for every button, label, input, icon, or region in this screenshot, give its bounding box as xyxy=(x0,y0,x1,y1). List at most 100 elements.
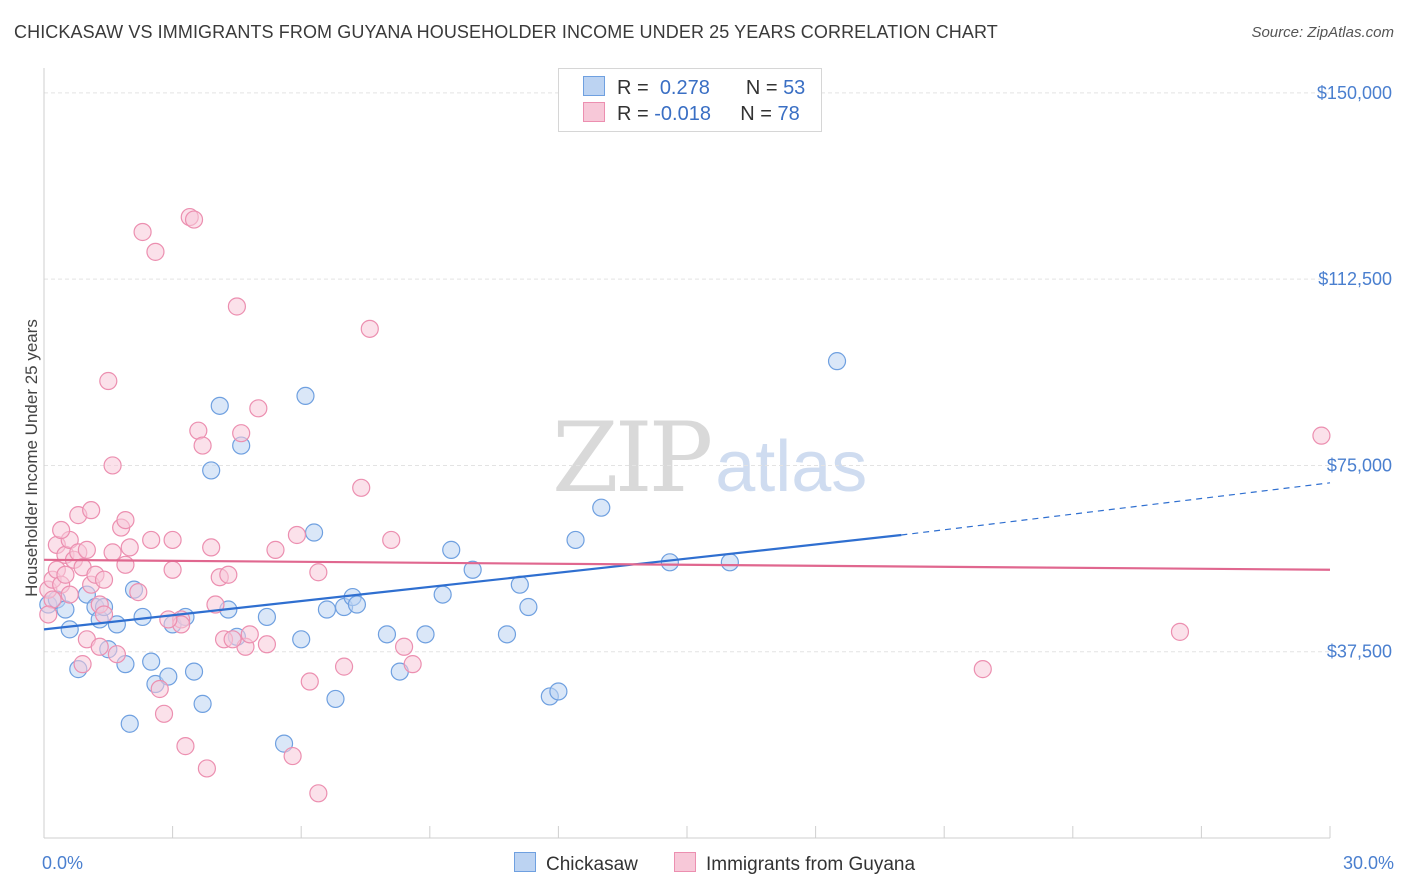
data-point xyxy=(549,682,568,701)
data-point xyxy=(90,637,109,656)
n-label: N = xyxy=(745,77,784,99)
data-point xyxy=(159,667,178,686)
data-point xyxy=(163,530,182,550)
data-point xyxy=(82,501,101,520)
data-point xyxy=(382,530,401,550)
data-point xyxy=(360,319,379,338)
data-point xyxy=(184,210,204,229)
data-point xyxy=(377,625,397,644)
data-point xyxy=(660,553,679,572)
data-point xyxy=(116,510,135,530)
y-tick-label: $150,000 xyxy=(1317,83,1392,103)
data-point xyxy=(73,655,92,674)
data-point xyxy=(394,637,414,656)
data-point xyxy=(227,297,246,316)
trend-line-chickasaw xyxy=(43,533,902,631)
series-guyana xyxy=(39,207,1331,803)
data-point xyxy=(184,662,204,681)
data-point xyxy=(154,704,174,723)
axes xyxy=(43,68,1331,839)
y-axis-label: Householder Income Under 25 years xyxy=(22,319,41,597)
r-label: R = xyxy=(617,77,655,99)
watermark-atlas: atlas xyxy=(715,427,868,507)
watermark-zip: ZIP xyxy=(552,402,713,514)
legend-item-chickasaw[interactable]: Chickasaw xyxy=(514,852,638,876)
data-point xyxy=(249,399,268,418)
trend-lines xyxy=(43,482,1331,631)
guyana-swatch xyxy=(583,102,605,122)
x-tick-label: 0.0% xyxy=(42,853,83,873)
legend-item-guyana[interactable]: Immigrants from Guyana xyxy=(674,852,915,876)
data-point xyxy=(352,478,371,497)
chickasaw-swatch xyxy=(514,852,536,872)
data-point xyxy=(197,759,216,778)
data-point xyxy=(300,672,319,691)
data-point xyxy=(60,585,79,604)
data-point xyxy=(52,520,71,540)
trend-line-chickasaw-extension xyxy=(901,482,1331,536)
data-point xyxy=(304,523,324,542)
data-point xyxy=(403,655,422,674)
data-point xyxy=(463,560,482,579)
stats-row-guyana: R = -0.018 N = 78 xyxy=(583,102,800,126)
data-point xyxy=(296,386,315,406)
data-point xyxy=(133,222,152,242)
data-point xyxy=(210,396,229,415)
data-point xyxy=(202,461,221,480)
watermark: ZIPatlas xyxy=(552,402,867,514)
data-point xyxy=(94,605,114,624)
r-value: 0.278 xyxy=(659,77,710,99)
data-point xyxy=(103,456,122,475)
n-label: N = xyxy=(740,103,778,125)
data-point xyxy=(334,657,354,676)
series-chickasaw xyxy=(39,352,847,753)
data-point xyxy=(257,635,277,654)
data-point xyxy=(442,540,461,559)
data-point xyxy=(193,694,212,713)
data-point xyxy=(142,530,161,550)
legend-label: Chickasaw xyxy=(546,854,638,875)
data-point xyxy=(94,570,114,589)
data-point xyxy=(519,597,538,617)
data-point xyxy=(720,553,739,572)
data-point xyxy=(120,538,139,557)
data-point xyxy=(827,352,847,371)
data-point xyxy=(146,242,165,261)
r-value: -0.018 xyxy=(654,103,711,125)
data-point xyxy=(416,625,435,644)
chart-title: CHICKASAW VS IMMIGRANTS FROM GUYANA HOUS… xyxy=(14,22,998,42)
n-value: 53 xyxy=(783,77,806,99)
data-point xyxy=(232,424,251,443)
data-point xyxy=(292,630,311,649)
x-tick-label: 30.0% xyxy=(1343,853,1394,873)
data-point xyxy=(163,560,182,579)
n-value: 78 xyxy=(777,103,800,125)
grid-lines xyxy=(44,92,1330,653)
data-point xyxy=(223,630,242,649)
data-point xyxy=(176,737,195,756)
data-point xyxy=(566,530,585,550)
data-point xyxy=(60,620,79,639)
data-point xyxy=(202,538,221,557)
data-point xyxy=(142,652,161,671)
data-point xyxy=(56,565,75,584)
data-points xyxy=(39,207,1331,803)
data-point xyxy=(309,563,328,582)
data-point xyxy=(43,590,62,609)
data-point xyxy=(257,607,277,627)
stats-legend: R = 0.278 N = 53 R = -0.018 N = 78 xyxy=(558,68,822,132)
data-point xyxy=(116,555,135,574)
data-point xyxy=(159,610,178,629)
source-label: Source: ZipAtlas.com xyxy=(1251,24,1394,41)
r-label: R = xyxy=(617,103,655,125)
data-point xyxy=(206,595,225,614)
data-point xyxy=(103,543,122,562)
data-point xyxy=(120,714,139,733)
axis-labels: $37,500 $75,000 $112,500 $150,000 0.0% 30.0% H… xyxy=(22,83,1394,873)
data-point xyxy=(497,625,517,644)
data-point xyxy=(240,625,259,644)
data-point xyxy=(219,565,238,584)
data-point xyxy=(973,660,992,679)
data-point xyxy=(317,600,337,619)
